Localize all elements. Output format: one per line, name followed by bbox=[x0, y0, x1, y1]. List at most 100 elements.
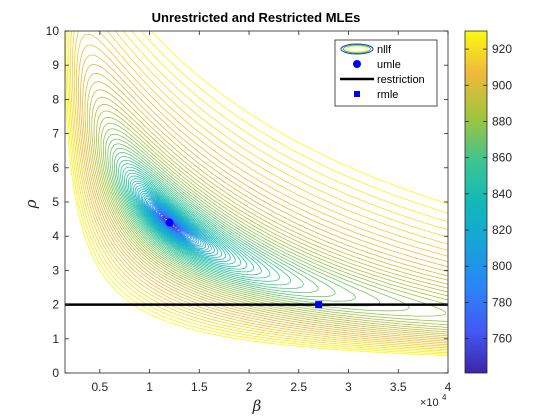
legend-item-umle: umle bbox=[353, 59, 401, 71]
y-tick-label: 5 bbox=[52, 195, 59, 209]
contour-level bbox=[65, 31, 448, 357]
y-tick-label: 3 bbox=[52, 263, 59, 277]
colorbar-tick-label: 780 bbox=[492, 295, 512, 309]
x-tick-label: 4 bbox=[445, 380, 452, 394]
contour-level bbox=[148, 201, 198, 244]
legend-label-umle: umle bbox=[377, 59, 401, 71]
y-axis-label: ρ bbox=[22, 199, 40, 209]
colorbar: 760 780 800 820 840 860 880 900 920 bbox=[464, 30, 512, 374]
contour-level bbox=[102, 128, 447, 317]
contour-level bbox=[142, 194, 209, 251]
rmle-point bbox=[315, 301, 323, 309]
y-axis-ticks: 0 1 2 3 4 5 6 7 8 9 10 bbox=[46, 24, 448, 380]
legend-label-restriction: restriction bbox=[377, 74, 425, 86]
colorbar-tick-label: 920 bbox=[492, 42, 512, 56]
legend-box bbox=[334, 39, 438, 107]
contour-level bbox=[129, 178, 242, 267]
contour-level bbox=[116, 156, 304, 289]
y-tick-label: 2 bbox=[52, 298, 59, 312]
contour-level bbox=[80, 54, 448, 342]
y-tick-label: 1 bbox=[52, 332, 59, 346]
legend-umle-marker bbox=[353, 60, 361, 68]
colorbar-tick-label: 760 bbox=[492, 332, 512, 346]
contour-level bbox=[144, 197, 204, 248]
contour-level bbox=[120, 163, 281, 282]
legend-item-restriction: restriction bbox=[340, 74, 425, 86]
contour-level bbox=[66, 31, 448, 354]
colorbar-ticks: 760 780 800 820 840 860 880 900 920 bbox=[465, 42, 512, 346]
legend-label-rmle: rmle bbox=[377, 89, 398, 101]
contour-level bbox=[133, 183, 231, 262]
x-exponent-base: ×10 bbox=[420, 397, 439, 409]
x-tick-label: 2 bbox=[246, 380, 253, 394]
contour-level bbox=[100, 122, 448, 322]
contour-level bbox=[86, 81, 448, 337]
x-exponent-power: 4 bbox=[442, 393, 447, 402]
legend: nllf umle restriction rmle bbox=[334, 39, 438, 107]
contour-level bbox=[84, 72, 448, 339]
colorbar-tick-label: 860 bbox=[492, 151, 512, 165]
y-tick-label: 7 bbox=[52, 127, 59, 141]
contour-level bbox=[137, 189, 219, 256]
y-tick-label: 10 bbox=[46, 24, 60, 38]
legend-nllf-swatch-inner bbox=[345, 45, 369, 53]
y-tick-label: 0 bbox=[52, 366, 59, 380]
contour-level bbox=[147, 200, 200, 245]
legend-nllf-swatch-mid bbox=[343, 44, 371, 54]
legend-item-nllf: nllf bbox=[340, 43, 392, 56]
contour-level bbox=[136, 187, 223, 258]
contour-level bbox=[134, 185, 227, 260]
colorbar-tick-label: 800 bbox=[492, 259, 512, 273]
contour-level bbox=[76, 33, 448, 346]
contour-level bbox=[149, 202, 196, 243]
legend-label-nllf: nllf bbox=[377, 44, 392, 56]
x-tick-label: 2.5 bbox=[290, 380, 307, 394]
x-tick-label: 1.5 bbox=[191, 380, 208, 394]
x-tick-label: 1 bbox=[146, 380, 153, 394]
contour-level bbox=[91, 96, 448, 333]
y-tick-label: 6 bbox=[52, 161, 59, 175]
contour-level bbox=[131, 180, 236, 265]
colorbar-tick-label: 900 bbox=[492, 78, 512, 92]
contour-lines bbox=[65, 31, 448, 357]
contour-level bbox=[89, 89, 448, 335]
contour-level bbox=[74, 31, 448, 347]
contour-level bbox=[113, 152, 319, 293]
contour-level bbox=[143, 196, 207, 249]
contour-level bbox=[98, 116, 448, 326]
colorbar-gradient bbox=[464, 30, 488, 374]
chart-title: Unrestricted and Restricted MLEs bbox=[152, 10, 361, 25]
contour-level bbox=[65, 31, 448, 355]
contour-level bbox=[126, 172, 255, 273]
contour-level bbox=[93, 103, 448, 331]
contour-level bbox=[72, 31, 448, 349]
y-tick-label: 9 bbox=[52, 58, 59, 72]
contour-level bbox=[68, 31, 448, 352]
y-tick-label: 8 bbox=[52, 92, 59, 106]
colorbar-tick-label: 840 bbox=[492, 187, 512, 201]
contour-level bbox=[122, 166, 271, 279]
legend-nllf-swatch bbox=[340, 43, 374, 55]
x-axis-label: β bbox=[252, 397, 262, 415]
x-tick-label: 3 bbox=[345, 380, 352, 394]
x-axis-ticks: 0.5 1 1.5 2 2.5 3 3.5 4 bbox=[91, 31, 452, 394]
contour-level bbox=[140, 192, 212, 253]
contour-level bbox=[70, 31, 448, 351]
x-tick-label: 3.5 bbox=[390, 380, 407, 394]
contour-level bbox=[111, 147, 336, 298]
contour-level bbox=[105, 133, 410, 312]
x-tick-label: 0.5 bbox=[91, 380, 108, 394]
colorbar-tick-label: 820 bbox=[492, 223, 512, 237]
contour-level bbox=[145, 199, 202, 246]
contour-level bbox=[109, 143, 356, 302]
contour-level bbox=[118, 159, 292, 286]
legend-rmle-marker bbox=[354, 91, 360, 97]
x-exponent: ×10 4 bbox=[420, 393, 447, 409]
umle-point bbox=[165, 218, 174, 227]
colorbar-tick-label: 880 bbox=[492, 114, 512, 128]
y-tick-label: 4 bbox=[52, 229, 59, 243]
contour-level bbox=[124, 169, 262, 276]
contour-level bbox=[127, 175, 248, 270]
contour-level bbox=[96, 110, 448, 328]
